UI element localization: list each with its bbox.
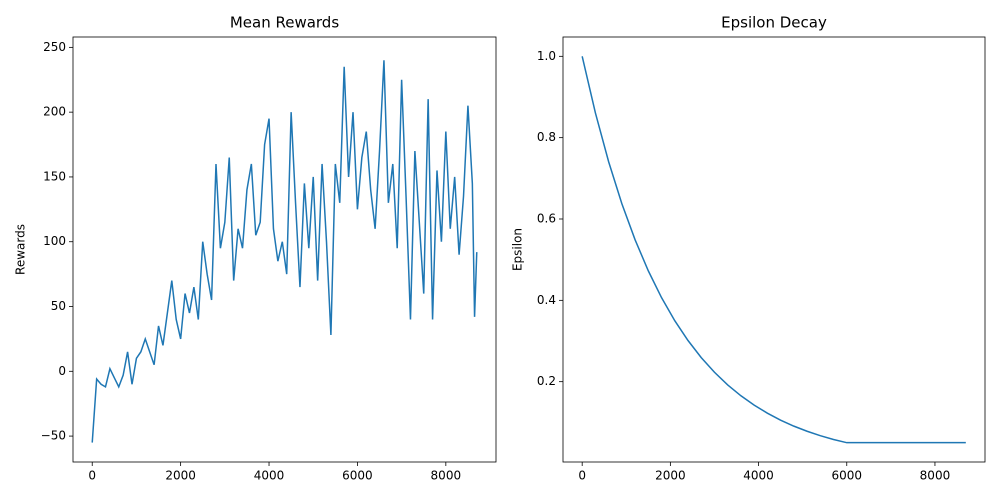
x-tick-label: 6000: [342, 469, 373, 483]
y-tick-label: 150: [43, 169, 66, 183]
x-tick-label: 2000: [655, 469, 686, 483]
y-tick-label: 1.0: [537, 49, 556, 63]
x-tick-label: 8000: [920, 469, 951, 483]
x-tick-label: 4000: [254, 469, 285, 483]
y-tick-label: 100: [43, 234, 66, 248]
y-tick-label: −50: [41, 429, 66, 443]
y-tick-label: 50: [51, 299, 66, 313]
x-tick-label: 6000: [831, 469, 862, 483]
y-tick-label: 0: [58, 364, 66, 378]
x-tick-label: 2000: [165, 469, 196, 483]
x-tick-label: 8000: [431, 469, 462, 483]
x-tick-label: 0: [88, 469, 96, 483]
chart-title: Mean Rewards: [230, 14, 339, 32]
y-tick-label: 0.6: [537, 211, 556, 225]
axes-frame: [72, 36, 497, 463]
data-line: [581, 56, 966, 444]
y-tick-label: 0.8: [537, 130, 556, 144]
y-tick-label: 0.2: [537, 374, 556, 388]
data-line: [91, 60, 478, 443]
axes-frame: [562, 36, 986, 463]
y-axis-label: Rewards: [14, 224, 28, 275]
y-tick-label: 0.4: [537, 293, 556, 307]
y-tick-label: 200: [43, 105, 66, 119]
x-tick-label: 0: [578, 469, 586, 483]
x-tick-label: 4000: [743, 469, 774, 483]
y-tick-label: 250: [43, 40, 66, 54]
chart-title: Epsilon Decay: [721, 14, 827, 32]
y-axis-label: Epsilon: [511, 228, 525, 271]
